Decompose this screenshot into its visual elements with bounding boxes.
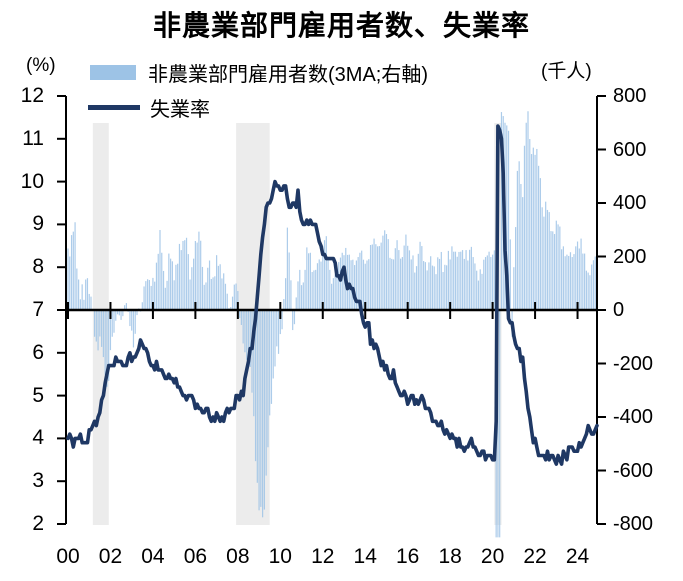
x-axis-tick-label: 10 (268, 545, 292, 568)
x-axis-tick-label: 24 (565, 545, 590, 568)
y-right-tick-label: 800 (613, 85, 647, 107)
x-axis-tick-label: 02 (98, 545, 123, 568)
legend-item-payrolls: 非農業部門雇用者数(3MA;右軸) (90, 58, 428, 87)
y-left-tick-label: 4 (32, 426, 44, 450)
x-axis-tick-label: 04 (141, 545, 165, 568)
x-axis-tick-label: 18 (438, 545, 462, 568)
y-left-tick-label: 8 (32, 255, 44, 279)
x-axis-tick-label: 12 (311, 545, 335, 568)
y-right-tick-label: 400 (613, 192, 647, 214)
x-axis-tick-label: 20 (480, 545, 505, 568)
legend-item-unemployment: 失業率 (88, 93, 210, 122)
legend-line-swatch (88, 105, 140, 110)
y-left-tick-label: 7 (32, 298, 44, 321)
y-left-tick-label: 9 (32, 212, 44, 236)
y-left-tick-label: 2 (32, 512, 44, 535)
y-right-tick-label: 200 (613, 245, 647, 268)
y-right-tick-label: 0 (613, 299, 625, 321)
x-axis-tick-label: 00 (56, 545, 80, 568)
legend-bar-swatch (90, 65, 136, 80)
x-axis-tick-label: 16 (396, 545, 420, 568)
y-right-tick-label: 600 (613, 138, 647, 161)
x-axis-tick-label: 14 (353, 545, 377, 568)
x-axis-tick-label: 22 (523, 545, 547, 568)
x-axis-tick-label: 08 (226, 545, 250, 568)
y-left-tick-label: 6 (32, 340, 44, 364)
y-right-tick-label: -600 (613, 459, 654, 482)
y-left-unit-label: (%) (26, 55, 56, 76)
x-axis-tick-label: 06 (183, 545, 208, 568)
y-left-tick-label: 11 (22, 126, 44, 150)
y-right-unit-label: (千人) (541, 61, 592, 82)
y-left-tick-label: 5 (32, 383, 44, 407)
y-right-tick-label: -200 (613, 352, 654, 375)
legend-payrolls-label: 非農業部門雇用者数(3MA;右軸) (148, 64, 428, 86)
y-right-tick-label: -800 (613, 513, 654, 535)
y-left-tick-label: 12 (20, 84, 44, 107)
chart-title: 非農業部門雇用者数、失業率 (152, 11, 530, 42)
legend-unemployment-label: 失業率 (150, 99, 210, 121)
y-left-tick-label: 10 (20, 169, 44, 193)
y-left-tick-label: 3 (32, 469, 44, 493)
y-right-tick-label: -400 (613, 406, 654, 428)
unemployment-line (66, 124, 599, 466)
